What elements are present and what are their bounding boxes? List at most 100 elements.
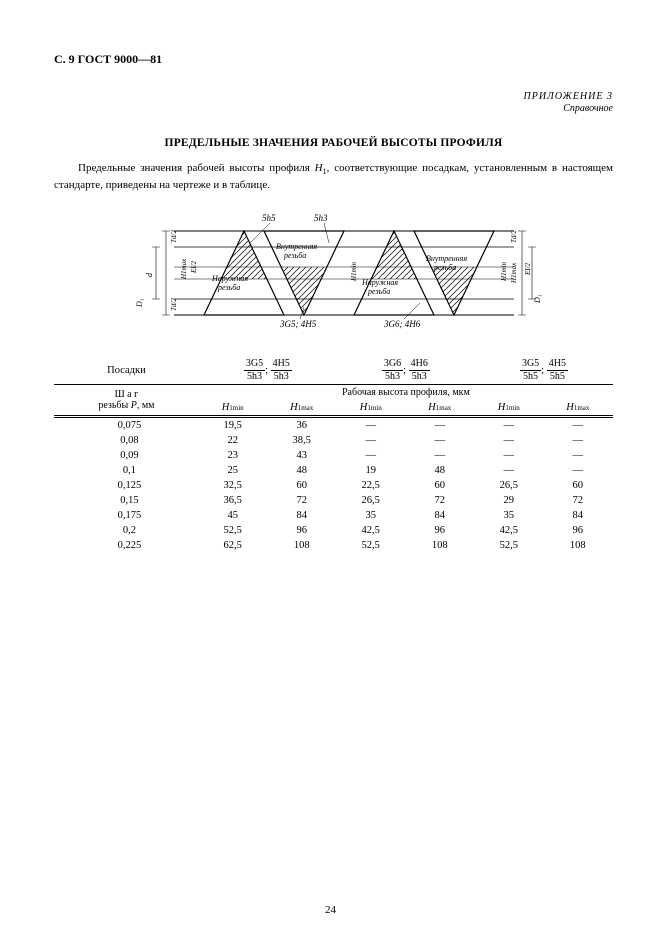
fit-den-3: 5h3 [409, 371, 430, 382]
table-row: 0,125481948—— [54, 463, 613, 478]
thread-profile-diagram: 5h5 5h3 Внутренняя резьба Внутренняя рез… [124, 203, 544, 343]
table-row: 0,07519,536———— [54, 416, 613, 433]
cell-value: 23 [199, 448, 267, 463]
cell-value: 25 [199, 463, 267, 478]
appendix-line2: Справочное [563, 103, 613, 114]
tolerance-table: Посадки 3G55h3; 4H55h3 3G65h3; 4H65h3 3G… [54, 357, 613, 553]
intro-paragraph: Предельные значения рабочей высоты профи… [54, 161, 613, 192]
cell-value: 43 [267, 448, 337, 463]
cell-value: 52,5 [199, 523, 267, 538]
svg-text:EI/2: EI/2 [190, 260, 198, 274]
cell-pitch: 0,075 [54, 416, 199, 433]
fit-den-0: 5h3 [244, 371, 265, 382]
appendix-label: ПРИЛОЖЕНИЕ 3 Справочное [54, 91, 613, 115]
th-h1min-1: H1min [199, 400, 267, 417]
table-body: 0,07519,536————0,082238,5————0,092343———… [54, 416, 613, 553]
cell-value: 84 [267, 508, 337, 523]
cell-value: 96 [405, 523, 475, 538]
cell-value: — [405, 433, 475, 448]
svg-text:D₁: D₁ [135, 298, 144, 308]
table-row: 0,1536,57226,5722972 [54, 493, 613, 508]
diagram-svg: 5h5 5h3 Внутренняя резьба Внутренняя рез… [124, 203, 544, 343]
svg-text:d: d [145, 272, 154, 277]
cell-value: 48 [405, 463, 475, 478]
fit-den-2: 5h3 [382, 371, 403, 382]
cell-value: 72 [267, 493, 337, 508]
th-fit-group-1: 3G55h3; 4H55h3 [199, 357, 337, 385]
cell-pitch: 0,09 [54, 448, 199, 463]
cell-value: 84 [543, 508, 613, 523]
cell-value: 108 [405, 538, 475, 553]
cell-value: 22,5 [337, 478, 405, 493]
th-fit-group-3: 3G55h5; 4H55h5 [475, 357, 613, 385]
table-row: 0,092343———— [54, 448, 613, 463]
cell-value: 84 [405, 508, 475, 523]
cell-value: — [337, 416, 405, 433]
cell-value: 45 [199, 508, 267, 523]
cell-value: — [475, 448, 543, 463]
cell-value: — [475, 416, 543, 433]
th-h1max-3: H1max [543, 400, 613, 417]
page-number: 24 [0, 904, 661, 916]
cell-value: — [543, 463, 613, 478]
cell-value: — [405, 448, 475, 463]
svg-text:H1min: H1min [500, 261, 508, 282]
cell-value: 26,5 [475, 478, 543, 493]
th-h1max-2: H1max [405, 400, 475, 417]
th-fits-label: Посадки [54, 357, 199, 385]
cell-value: 60 [405, 478, 475, 493]
fit-num-1: 4H5 [271, 359, 292, 371]
intro-text-a: Предельные значения рабочей высоты профи… [78, 162, 315, 174]
diag-label-bot-b: 3G6; 4H6 [383, 319, 421, 329]
main-title: ПРЕДЕЛЬНЫЕ ЗНАЧЕНИЯ РАБОЧЕЙ ВЫСОТЫ ПРОФИ… [54, 137, 613, 149]
fit-num-0: 3G5 [244, 359, 265, 371]
cell-value: — [543, 448, 613, 463]
diag-label-top-b: 5h3 [314, 213, 328, 223]
cell-value: 35 [475, 508, 543, 523]
page: С. 9 ГОСТ 9000—81 ПРИЛОЖЕНИЕ 3 Справочно… [0, 0, 661, 583]
th-h1min-2: H1min [337, 400, 405, 417]
fit-den-5: 5h5 [547, 371, 568, 382]
svg-text:D₁: D₁ [533, 294, 542, 304]
cell-value: — [405, 416, 475, 433]
svg-text:EI/2: EI/2 [524, 262, 532, 276]
cell-value: 108 [543, 538, 613, 553]
cell-value: 52,5 [475, 538, 543, 553]
appendix-line1: ПРИЛОЖЕНИЕ 3 [524, 91, 614, 102]
cell-pitch: 0,15 [54, 493, 199, 508]
cell-value: 36 [267, 416, 337, 433]
cell-pitch: 0,125 [54, 478, 199, 493]
cell-value: 72 [543, 493, 613, 508]
svg-text:Td/2: Td/2 [510, 230, 518, 243]
cell-value: — [475, 433, 543, 448]
th-h1min-3: H1min [475, 400, 543, 417]
cell-value: 60 [543, 478, 613, 493]
cell-value: 108 [267, 538, 337, 553]
th-step: Ш а г резьбы P, мм [54, 384, 199, 416]
diag-label-bot-a: 3G5; 4H5 [279, 319, 317, 329]
fit-num-2: 3G6 [382, 359, 403, 371]
cell-value: 19 [337, 463, 405, 478]
cell-value: 29 [475, 493, 543, 508]
cell-value: — [337, 448, 405, 463]
cell-value: 48 [267, 463, 337, 478]
cell-pitch: 0,1 [54, 463, 199, 478]
cell-value: 72 [405, 493, 475, 508]
cell-value: — [337, 433, 405, 448]
table-row: 0,12532,56022,56026,560 [54, 478, 613, 493]
intro-symbol: H [315, 162, 323, 174]
cell-value: 96 [543, 523, 613, 538]
cell-pitch: 0,225 [54, 538, 199, 553]
cell-value: 35 [337, 508, 405, 523]
diag-label-top-a: 5h5 [262, 213, 276, 223]
fit-num-4: 3G5 [520, 359, 541, 371]
cell-value: 52,5 [337, 538, 405, 553]
cell-value: 42,5 [475, 523, 543, 538]
cell-pitch: 0,175 [54, 508, 199, 523]
cell-value: 42,5 [337, 523, 405, 538]
fit-den-4: 5h5 [520, 371, 541, 382]
fit-num-5: 4H5 [547, 359, 568, 371]
table-row: 0,22562,510852,510852,5108 [54, 538, 613, 553]
cell-value: 36,5 [199, 493, 267, 508]
fit-den-1: 5h3 [271, 371, 292, 382]
